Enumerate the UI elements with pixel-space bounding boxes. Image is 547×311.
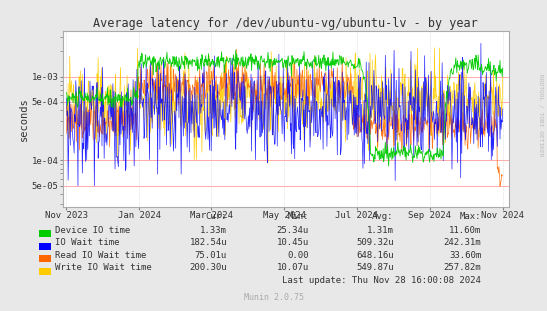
Text: 10.07u: 10.07u [277,263,309,272]
Text: Device IO time: Device IO time [55,226,131,235]
Text: 648.16u: 648.16u [356,251,394,260]
Text: RRDTOOL / TOBI OETIKER: RRDTOOL / TOBI OETIKER [538,74,543,156]
Text: 1.33m: 1.33m [200,226,227,235]
Text: 242.31m: 242.31m [444,238,481,247]
Text: 549.87u: 549.87u [356,263,394,272]
Title: Average latency for /dev/ubuntu-vg/ubuntu-lv - by year: Average latency for /dev/ubuntu-vg/ubunt… [94,17,478,30]
Text: 200.30u: 200.30u [189,263,227,272]
Text: 33.60m: 33.60m [449,251,481,260]
Text: Avg:: Avg: [373,212,394,221]
Text: Write IO Wait time: Write IO Wait time [55,263,152,272]
Text: 257.82m: 257.82m [444,263,481,272]
Text: Munin 2.0.75: Munin 2.0.75 [243,293,304,302]
Text: 182.54u: 182.54u [189,238,227,247]
Text: 25.34u: 25.34u [277,226,309,235]
Text: Last update: Thu Nov 28 16:00:08 2024: Last update: Thu Nov 28 16:00:08 2024 [282,276,481,285]
Text: IO Wait time: IO Wait time [55,238,120,247]
Text: Cur:: Cur: [206,212,227,221]
Text: 1.31m: 1.31m [367,226,394,235]
Text: Max:: Max: [460,212,481,221]
Text: Min:: Min: [288,212,309,221]
Text: 0.00: 0.00 [288,251,309,260]
Text: Read IO Wait time: Read IO Wait time [55,251,147,260]
Y-axis label: seconds: seconds [19,97,29,141]
Text: 10.45u: 10.45u [277,238,309,247]
Text: 509.32u: 509.32u [356,238,394,247]
Text: 75.01u: 75.01u [195,251,227,260]
Text: 11.60m: 11.60m [449,226,481,235]
